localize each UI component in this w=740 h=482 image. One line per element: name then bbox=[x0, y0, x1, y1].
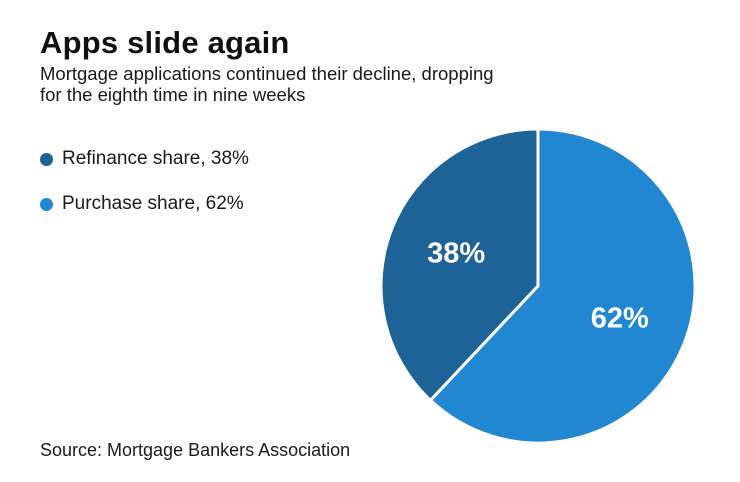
subtitle-line-2: for the eighth time in nine weeks bbox=[40, 84, 306, 105]
pie-chart: 38% 62% bbox=[379, 127, 697, 445]
legend-dot-refinance-icon bbox=[40, 152, 53, 166]
legend-label-purchase: Purchase share, 62% bbox=[62, 193, 244, 214]
pie-slice-value-label: 62% bbox=[591, 302, 649, 334]
source-note: Source: Mortgage Bankers Association bbox=[40, 440, 351, 460]
legend-item-purchase: Purchase share, 62% bbox=[40, 193, 249, 214]
page-title: Apps slide again bbox=[40, 25, 290, 60]
legend-dot-purchase-icon bbox=[40, 197, 53, 211]
pie-slice-value-label: 38% bbox=[427, 238, 485, 270]
legend-item-refinance: Refinance share, 38% bbox=[40, 148, 249, 169]
subtitle-line-1: Mortgage applications continued their de… bbox=[40, 63, 494, 84]
pie-slice-purchase-share bbox=[429, 127, 697, 445]
chart-legend: Refinance share, 38% Purchase share, 62% bbox=[40, 148, 249, 214]
pie-slice-refinance-share bbox=[379, 127, 540, 402]
legend-label-refinance: Refinance share, 38% bbox=[62, 148, 249, 169]
chart-subtitle: Mortgage applications continued their de… bbox=[40, 63, 494, 105]
